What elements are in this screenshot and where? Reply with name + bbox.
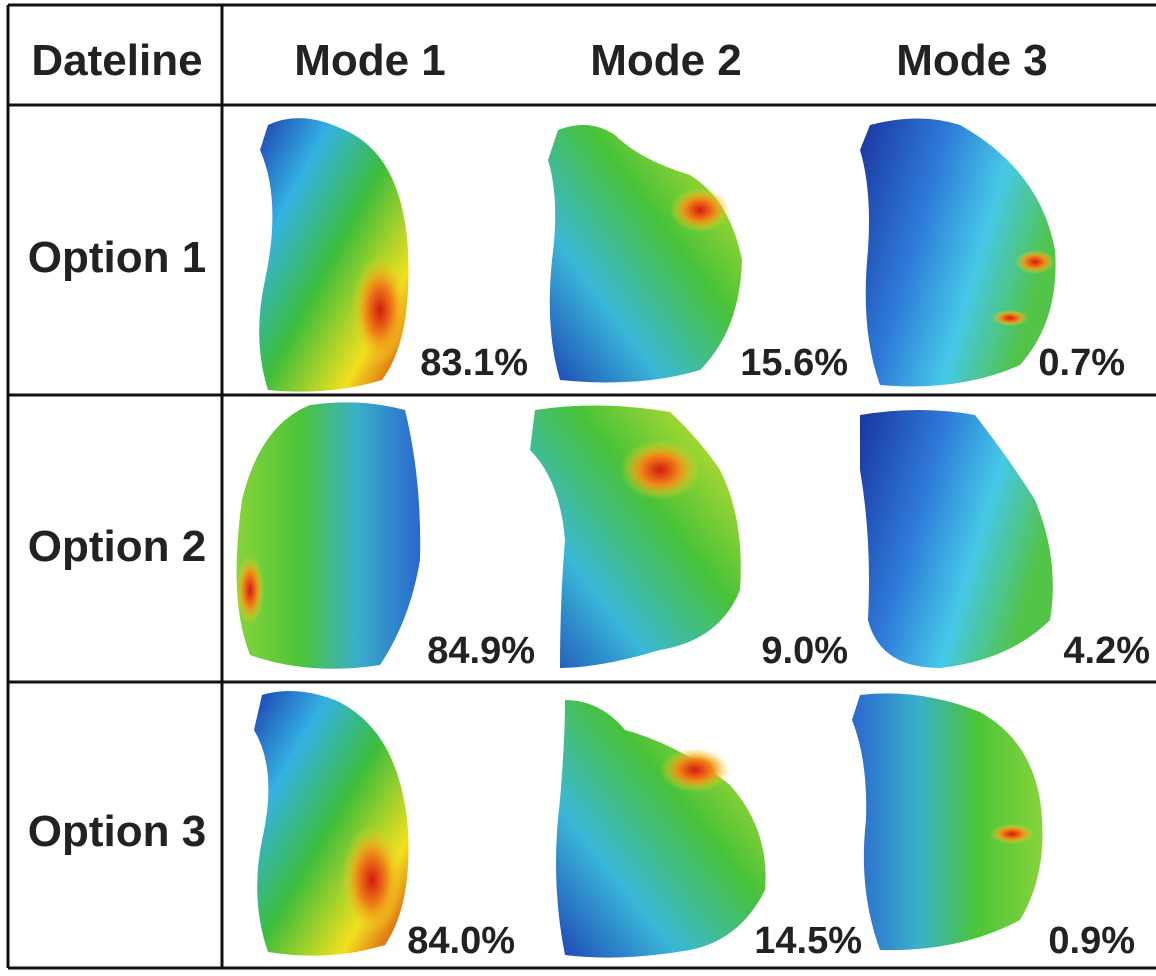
figure-table: Dateline Mode 1 Mode 2 Mode 3 Option 1 O…	[0, 0, 1156, 971]
percent-label: 14.5%	[754, 920, 862, 962]
percent-label: 0.7%	[1038, 342, 1125, 384]
column-header: Mode 3	[896, 36, 1048, 85]
percent-label: 84.9%	[427, 630, 535, 672]
percent-label: 15.6%	[740, 342, 848, 384]
column-header: Mode 2	[590, 36, 742, 85]
page: {"table": { "corner": "Dateline", "colum…	[0, 0, 1156, 971]
row-header: Option 1	[28, 233, 206, 282]
percent-label: 84.0%	[407, 920, 515, 962]
shape-renderings	[236, 118, 1056, 957]
percent-label: 83.1%	[420, 342, 528, 384]
percent-label: 9.0%	[761, 630, 848, 672]
row-header: Option 2	[28, 522, 206, 571]
percent-label: 4.2%	[1063, 630, 1150, 672]
column-header: Mode 1	[294, 36, 446, 85]
percent-label: 0.9%	[1048, 920, 1135, 962]
row-header: Option 3	[28, 807, 206, 856]
corner-header: Dateline	[31, 36, 202, 85]
